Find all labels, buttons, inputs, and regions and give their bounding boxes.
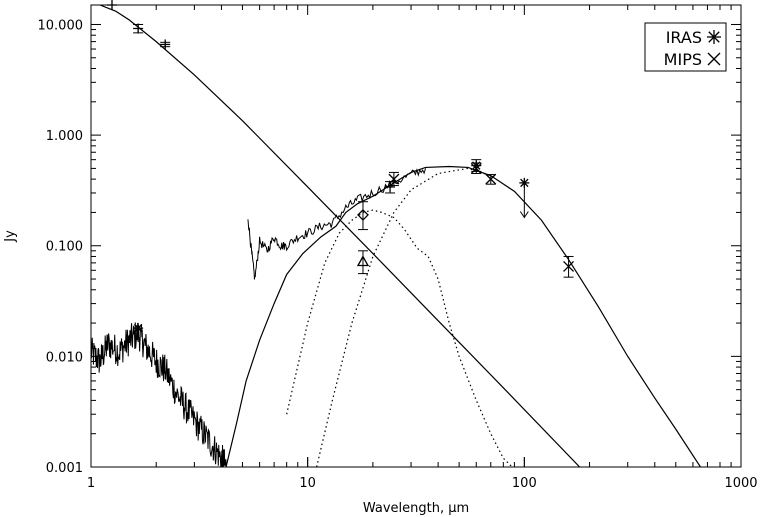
stellar-spectrum — [91, 322, 227, 467]
data-point-plus — [160, 39, 171, 50]
legend: IRAS MIPS — [644, 22, 727, 72]
legend-marker-asterisk — [707, 30, 721, 44]
y-tick-label: 10.000 — [38, 18, 84, 33]
dotted-model-curve — [316, 167, 491, 467]
dotted-model-curve — [286, 209, 513, 467]
legend-label-iras: IRAS — [666, 28, 702, 47]
x-tick-label: 100 — [512, 476, 537, 491]
x-tick-label: 10 — [299, 476, 316, 491]
data-point-plus — [133, 23, 144, 34]
data-point-x — [485, 173, 497, 185]
series-group — [91, 5, 701, 467]
data-point-asterisk — [519, 177, 530, 219]
x-marker-b — [470, 162, 482, 174]
data-point-x — [470, 162, 482, 174]
triangle-marker — [356, 255, 370, 267]
data-point-diamond — [357, 201, 369, 231]
legend-label-mips: MIPS — [664, 50, 702, 69]
model-curve — [99, 5, 581, 467]
x-tick-label: 1 — [87, 476, 95, 491]
x-tick-label: 1000 — [724, 476, 757, 491]
data-point-asterisk — [133, 323, 144, 334]
data-point-x — [563, 255, 575, 278]
legend-box — [644, 22, 727, 72]
asterisk-d2 — [520, 178, 529, 188]
model-curve — [225, 165, 701, 467]
x-marker-b — [485, 173, 497, 185]
legend-marker-x — [707, 52, 721, 66]
data-points — [106, 0, 575, 334]
data-point-x — [388, 171, 400, 187]
plot-frame — [90, 4, 742, 468]
y-tick-label: 0.001 — [46, 461, 83, 476]
x-marker-b — [563, 260, 575, 272]
y-tick-label: 0.010 — [46, 350, 83, 365]
x-marker-b — [707, 52, 721, 66]
data-point-triangle — [356, 250, 370, 275]
x-marker-b — [388, 173, 400, 185]
y-tick-label: 1.000 — [46, 129, 83, 144]
axis-ticks — [90, 5, 742, 468]
x-axis-label: Wavelength, μm — [363, 501, 469, 516]
data-point-plus — [106, 0, 117, 10]
y-tick-label: 0.100 — [46, 240, 83, 255]
upper-limit-arrow — [519, 211, 529, 219]
diamond-marker — [357, 208, 369, 221]
data-point-plus — [385, 181, 396, 194]
asterisk-d2 — [133, 323, 143, 333]
tick-labels: 1 10 100 1000 0.001 0.010 0.100 1.000 10.000 — [38, 18, 758, 491]
irs-spectrum — [247, 168, 427, 280]
y-axis-label: Jy — [3, 230, 18, 243]
asterisk-d2 — [708, 31, 720, 43]
